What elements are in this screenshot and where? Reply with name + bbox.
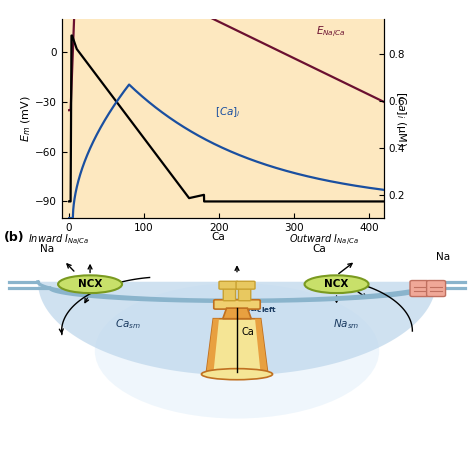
Ellipse shape (58, 275, 122, 293)
Y-axis label: $E_m$ (mV): $E_m$ (mV) (20, 95, 34, 142)
FancyBboxPatch shape (214, 300, 260, 309)
Polygon shape (223, 308, 251, 319)
Text: $[Ca]_i$: $[Ca]_i$ (215, 105, 241, 119)
FancyBboxPatch shape (410, 281, 429, 297)
Text: Ca: Ca (313, 244, 327, 254)
Text: (b): (b) (4, 231, 25, 244)
FancyBboxPatch shape (219, 281, 238, 289)
Text: Ca: Ca (211, 232, 225, 242)
Text: Na: Na (40, 244, 55, 254)
FancyBboxPatch shape (427, 281, 446, 297)
Text: Ca: Ca (242, 327, 255, 337)
Text: $\mathbf{Ca_{cleft}}$: $\mathbf{Ca_{cleft}}$ (242, 301, 277, 315)
Polygon shape (206, 319, 219, 374)
Text: $Na_{sm}$: $Na_{sm}$ (333, 317, 359, 330)
Polygon shape (28, 282, 446, 375)
Text: $E_{Na/Ca}$: $E_{Na/Ca}$ (317, 25, 346, 40)
Polygon shape (255, 319, 268, 374)
FancyBboxPatch shape (223, 286, 236, 301)
Text: $Ca_{sm}$: $Ca_{sm}$ (115, 317, 141, 330)
Y-axis label: $[Ca]_i$ (μM): $[Ca]_i$ (μM) (394, 91, 408, 146)
Text: Outward $I_{Na/Ca}$: Outward $I_{Na/Ca}$ (289, 232, 359, 247)
Ellipse shape (304, 275, 369, 293)
Polygon shape (206, 319, 268, 374)
FancyBboxPatch shape (236, 281, 255, 289)
Text: Inward $I_{Na/Ca}$: Inward $I_{Na/Ca}$ (28, 232, 90, 247)
Ellipse shape (201, 369, 273, 380)
Text: NCX: NCX (324, 279, 349, 289)
Text: NCX: NCX (78, 279, 102, 289)
FancyBboxPatch shape (238, 286, 251, 301)
Ellipse shape (95, 283, 379, 419)
Text: Na: Na (436, 252, 450, 262)
